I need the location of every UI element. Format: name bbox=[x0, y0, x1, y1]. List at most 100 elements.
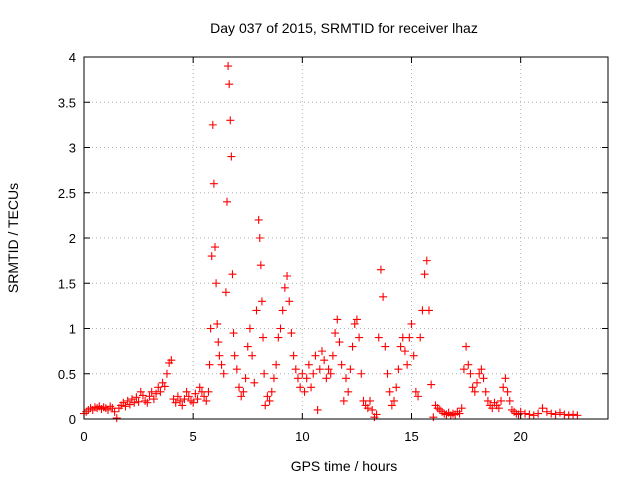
data-point bbox=[219, 369, 228, 378]
data-point bbox=[145, 392, 154, 401]
data-point bbox=[93, 404, 102, 413]
data-point bbox=[149, 395, 158, 404]
data-point bbox=[235, 383, 244, 392]
data-point bbox=[176, 396, 185, 405]
data-point bbox=[300, 387, 309, 396]
data-point bbox=[191, 389, 200, 398]
data-point bbox=[223, 197, 232, 206]
data-point bbox=[259, 333, 268, 342]
plot-frame bbox=[83, 56, 609, 420]
data-point bbox=[525, 410, 534, 419]
data-point bbox=[394, 365, 403, 374]
data-point bbox=[252, 306, 261, 315]
data-point bbox=[263, 392, 272, 401]
data-point bbox=[573, 411, 582, 420]
data-point bbox=[212, 279, 221, 288]
y-tick-label: 1 bbox=[69, 322, 76, 337]
data-point bbox=[237, 392, 246, 401]
data-point bbox=[363, 404, 372, 413]
data-point bbox=[228, 270, 237, 279]
data-point bbox=[342, 374, 350, 383]
data-point bbox=[193, 395, 202, 404]
data-point bbox=[414, 392, 423, 401]
data-point bbox=[374, 333, 383, 342]
data-point bbox=[293, 374, 302, 383]
data-point bbox=[521, 409, 530, 418]
y-tick-label: 3.5 bbox=[58, 95, 76, 110]
data-point bbox=[337, 360, 346, 369]
chart-title: Day 037 of 2015, SRMTID for receiver lha… bbox=[210, 20, 478, 36]
data-point bbox=[232, 365, 241, 374]
data-point bbox=[211, 243, 219, 252]
data-point bbox=[503, 387, 512, 396]
data-point bbox=[481, 387, 490, 396]
y-tick-label: 1.5 bbox=[58, 276, 76, 291]
data-point bbox=[333, 315, 342, 324]
data-point bbox=[381, 342, 390, 351]
data-point bbox=[564, 411, 573, 420]
data-point bbox=[326, 369, 335, 378]
data-point bbox=[547, 409, 556, 418]
data-point bbox=[475, 369, 484, 378]
data-point bbox=[276, 324, 285, 333]
data-point bbox=[205, 360, 214, 369]
data-point bbox=[494, 404, 503, 413]
data-point bbox=[529, 411, 538, 420]
data-point bbox=[245, 324, 254, 333]
data-point bbox=[348, 342, 357, 351]
data-point bbox=[507, 405, 516, 414]
data-point bbox=[372, 410, 381, 419]
data-point bbox=[551, 410, 560, 419]
data-point bbox=[355, 333, 364, 342]
data-point bbox=[132, 393, 141, 402]
data-point bbox=[189, 398, 198, 407]
data-point bbox=[350, 319, 359, 328]
data-point bbox=[285, 297, 294, 306]
data-point bbox=[267, 387, 276, 396]
data-point bbox=[405, 333, 414, 342]
data-point bbox=[221, 288, 230, 297]
data-point bbox=[207, 252, 216, 261]
data-point bbox=[320, 356, 329, 365]
data-point bbox=[555, 408, 564, 417]
data-point bbox=[512, 409, 521, 418]
data-point bbox=[315, 365, 324, 374]
data-point bbox=[160, 382, 169, 391]
data-point bbox=[457, 404, 466, 413]
data-point bbox=[230, 351, 239, 360]
data-point bbox=[204, 387, 213, 396]
data-point bbox=[335, 338, 344, 347]
data-point bbox=[538, 404, 547, 413]
data-point bbox=[224, 62, 233, 71]
y-tick-label: 0.5 bbox=[58, 367, 76, 382]
data-point bbox=[123, 396, 132, 405]
data-point bbox=[182, 387, 191, 396]
data-point bbox=[213, 319, 222, 328]
data-point bbox=[283, 272, 292, 281]
data-point bbox=[254, 215, 263, 224]
data-point bbox=[307, 383, 316, 392]
data-point bbox=[473, 378, 481, 387]
data-point bbox=[435, 405, 444, 414]
data-point bbox=[202, 396, 211, 405]
data-point bbox=[180, 395, 189, 404]
data-point bbox=[464, 360, 473, 369]
data-point bbox=[400, 347, 409, 356]
y-tick-label: 3 bbox=[69, 141, 76, 156]
data-point bbox=[136, 387, 145, 396]
data-point bbox=[260, 369, 269, 378]
x-tick-label: 15 bbox=[404, 429, 418, 444]
data-point bbox=[462, 342, 471, 351]
data-point bbox=[296, 383, 305, 392]
data-point bbox=[269, 374, 278, 383]
data-point bbox=[147, 387, 156, 396]
data-point bbox=[313, 405, 322, 414]
data-point bbox=[411, 387, 420, 396]
axis-ticks bbox=[83, 56, 608, 420]
data-point bbox=[309, 369, 318, 378]
data-point bbox=[455, 409, 464, 418]
data-point bbox=[291, 365, 300, 374]
data-point bbox=[385, 387, 394, 396]
data-point bbox=[278, 306, 287, 315]
data-point bbox=[416, 333, 425, 342]
